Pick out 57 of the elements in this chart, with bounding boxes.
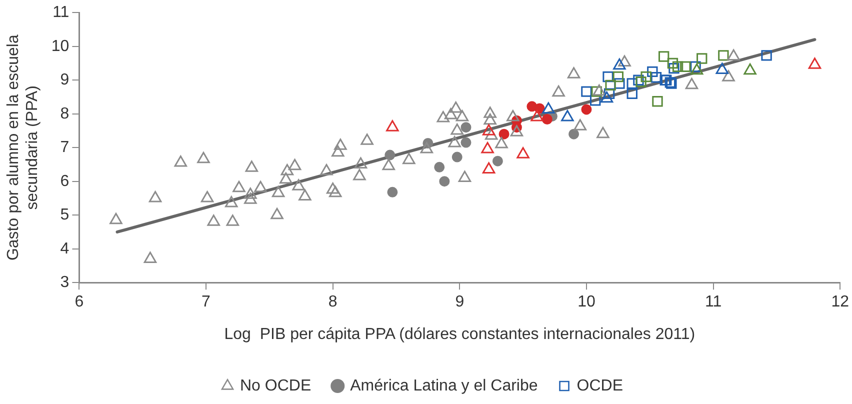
point xyxy=(581,86,592,97)
point xyxy=(439,176,450,187)
point xyxy=(612,71,624,82)
point xyxy=(640,71,652,82)
point xyxy=(387,186,398,198)
point xyxy=(384,150,396,160)
point xyxy=(605,80,616,91)
x-tick-label: 8 xyxy=(328,294,338,311)
x-axis-title: Log PIB per cápita PPA (dólares constantes internacionales 2011) xyxy=(224,326,696,343)
x-tick-label: 9 xyxy=(455,294,464,311)
point xyxy=(633,74,644,86)
y-tick-label: 9 xyxy=(60,72,70,89)
point xyxy=(650,72,662,83)
point xyxy=(718,50,729,61)
y-tick-label: 4 xyxy=(60,240,70,258)
point xyxy=(680,61,691,72)
y-tick-label: 3 xyxy=(60,274,70,292)
point xyxy=(452,152,462,162)
point xyxy=(668,62,680,74)
y-tick-label: 6 xyxy=(60,172,70,190)
point xyxy=(604,88,615,99)
x-tick-label: 6 xyxy=(74,294,84,311)
legend-label: No OCDE xyxy=(240,377,312,394)
y-tick-label: 10 xyxy=(51,38,70,55)
legend-label: OCDE xyxy=(576,377,624,394)
y-tick-label: 5 xyxy=(60,206,70,224)
x-tick-label: 11 xyxy=(704,294,722,311)
point xyxy=(542,114,552,124)
y-tick-label: 11 xyxy=(52,4,70,22)
point xyxy=(460,122,472,133)
point xyxy=(672,61,684,72)
legend-label: América Latina y el Caribe xyxy=(350,377,538,394)
y-tick-label: 7 xyxy=(60,139,70,156)
x-tick-label: 12 xyxy=(831,294,850,311)
point xyxy=(498,128,510,140)
point xyxy=(581,104,592,115)
y-tick-label: 8 xyxy=(60,105,70,122)
point xyxy=(591,86,602,97)
point xyxy=(434,162,445,172)
point xyxy=(761,50,772,61)
point xyxy=(614,78,625,89)
point xyxy=(626,88,638,99)
point xyxy=(652,96,663,107)
y-axis-title: Gasto por alumno en la escuela secundaria (PPA) xyxy=(5,34,42,261)
point xyxy=(667,58,678,69)
point xyxy=(696,53,708,64)
point xyxy=(460,137,472,148)
point xyxy=(690,61,701,72)
point xyxy=(636,76,646,88)
point xyxy=(626,78,638,89)
x-tick-label: 10 xyxy=(578,294,596,311)
point xyxy=(568,128,580,140)
point xyxy=(602,71,614,82)
point xyxy=(658,51,670,62)
x-tick-label: 7 xyxy=(202,294,211,311)
point xyxy=(492,156,503,166)
point xyxy=(647,66,658,78)
